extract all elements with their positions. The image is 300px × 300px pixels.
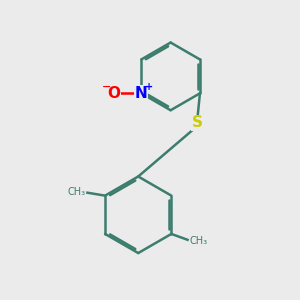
Text: S: S (191, 115, 203, 130)
Text: +: + (145, 82, 153, 92)
Text: O: O (107, 86, 120, 101)
Text: CH₃: CH₃ (189, 236, 207, 246)
Text: CH₃: CH₃ (68, 187, 86, 197)
Text: −: − (102, 82, 112, 92)
Text: N: N (135, 86, 148, 101)
